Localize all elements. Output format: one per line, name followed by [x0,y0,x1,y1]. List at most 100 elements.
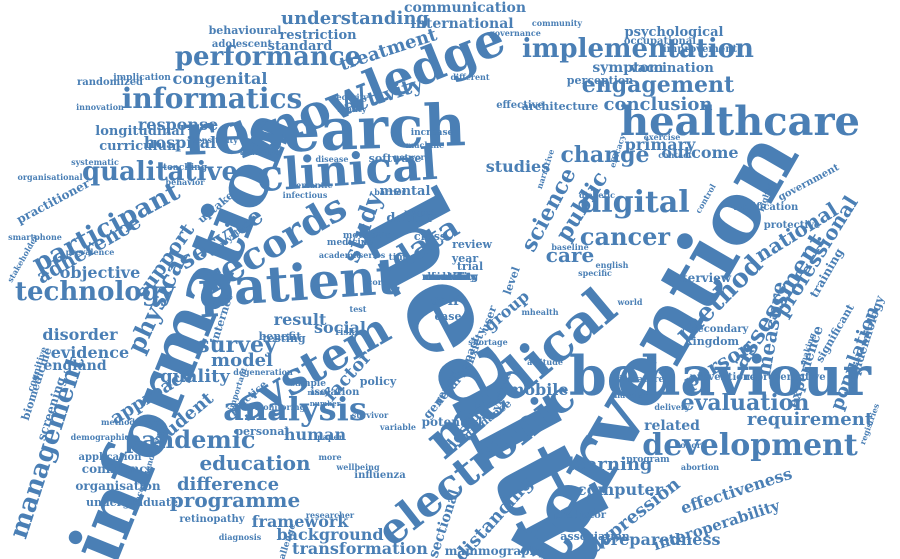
cloud-word: informatics [122,82,303,115]
cloud-word: learning [567,454,652,475]
cloud-word: exercise [644,132,681,142]
cloud-word: time [389,253,412,263]
cloud-word: behavior [166,177,206,187]
cloud-word: restriction [279,28,357,43]
cloud-word: wellbeing [335,462,380,472]
cloud-word: security [332,92,368,102]
cloud-word: cohort [675,440,705,450]
cloud-word: review [452,238,492,251]
cloud-word: studies [486,157,550,176]
cloud-word: personal [235,425,288,438]
cloud-word: university [422,272,479,283]
cloud-word: engagement [582,72,735,98]
cloud-word: test [350,304,367,314]
cloud-word: quality [160,366,230,387]
cloud-word: randomized [77,77,143,88]
cloud-word: disability [424,272,477,283]
cloud-word: software [369,152,422,165]
cloud-word: self [431,293,460,309]
cloud-word: international [410,16,513,32]
cloud-word: patient [197,246,401,319]
cloud-word: community [532,18,583,28]
cloud-word: standard [268,39,333,54]
cloud-word: machine [406,140,444,150]
cloud-word: prevalence [66,247,115,257]
cloud-word: interview [669,271,732,285]
cloud-word: content [429,272,472,283]
cloud-word: survey [197,332,278,358]
cloud-word: trial [457,260,483,273]
cloud-word: analysis [223,390,367,428]
cloud-word: smartphone [8,232,62,242]
cloud-word: conclusion [603,94,712,115]
cloud-word: disorder [42,325,118,344]
cloud-word: performance [175,42,361,72]
cloud-word: behavioural [209,24,282,37]
cloud-word: contact [658,150,692,160]
cloud-word: influenza [354,470,406,481]
cloud-word: occupational [624,36,696,47]
cloud-word: england [43,358,106,374]
cloud-word: delivery [654,402,690,412]
cloud-word: reality [338,104,367,114]
cloud-word: semantic [292,180,333,190]
cloud-word: research [182,91,467,169]
cloud-word: number [310,399,341,408]
cloud-word: evidence [51,343,129,362]
cloud-word: organisation [75,479,160,493]
cloud-word: disease [315,154,348,164]
cloud-word: abortion [681,462,719,472]
cloud-word: congenital [173,69,268,88]
cloud-word: difference [177,474,279,495]
cloud-word: predictor [554,510,607,521]
cloud-word: score [363,277,387,287]
cloud-word: potential [422,415,483,429]
cloud-word: english [596,260,629,270]
cloud-word: program [626,455,670,465]
cloud-word: implementation [522,34,754,64]
cloud-word: protective [764,220,821,231]
cloud-word: medicine [327,238,373,248]
cloud-word: vaccination [629,61,714,76]
cloud-word: increase [411,128,454,138]
cloud-word: demographic [71,432,130,442]
cloud-word: clinical [255,139,439,202]
cloud-word: macular [612,390,650,400]
cloud-word: related [644,418,700,434]
cloud-word: governance [489,28,541,38]
cloud-word: methodology [101,417,159,427]
cloud-word: development [642,428,858,463]
cloud-word: architecture [522,100,598,113]
cloud-word: available [240,147,280,157]
cloud-word: care [546,243,594,267]
cloud-word: mobile [507,380,568,399]
cloud-word: testing [262,332,306,345]
cloud-word: application [79,452,143,463]
cloud-word: outcome [661,143,738,162]
cloud-word: notification [734,202,799,213]
cloud-word: year [451,252,479,265]
cloud-word: representative [744,372,825,383]
cloud-word: social [314,318,366,337]
cloud-word: transformation [292,539,428,558]
cloud-word: isolation [311,387,360,398]
cloud-word: risk [335,328,355,338]
cloud-word: monitoring [255,402,306,412]
cloud-word: literature [616,375,665,385]
cloud-word: adolescent [212,39,273,50]
cloud-word: sensitivity [192,135,238,145]
cloud-word: network [394,152,431,162]
cloud-word: case [434,310,461,323]
cloud-word: variable [379,422,416,432]
cloud-word: computer [577,480,664,499]
cloud-word: implication [113,73,171,83]
cloud-word: programme [170,488,300,512]
cloud-word: attitude [527,357,563,367]
cloud-word: understanding [281,8,429,29]
cloud-word: kingdom [685,335,740,348]
cloud-word: paper [317,432,343,442]
cloud-word: healthcare [620,98,860,145]
cloud-word: mammography [445,544,546,558]
cloud-word: human [284,425,347,444]
